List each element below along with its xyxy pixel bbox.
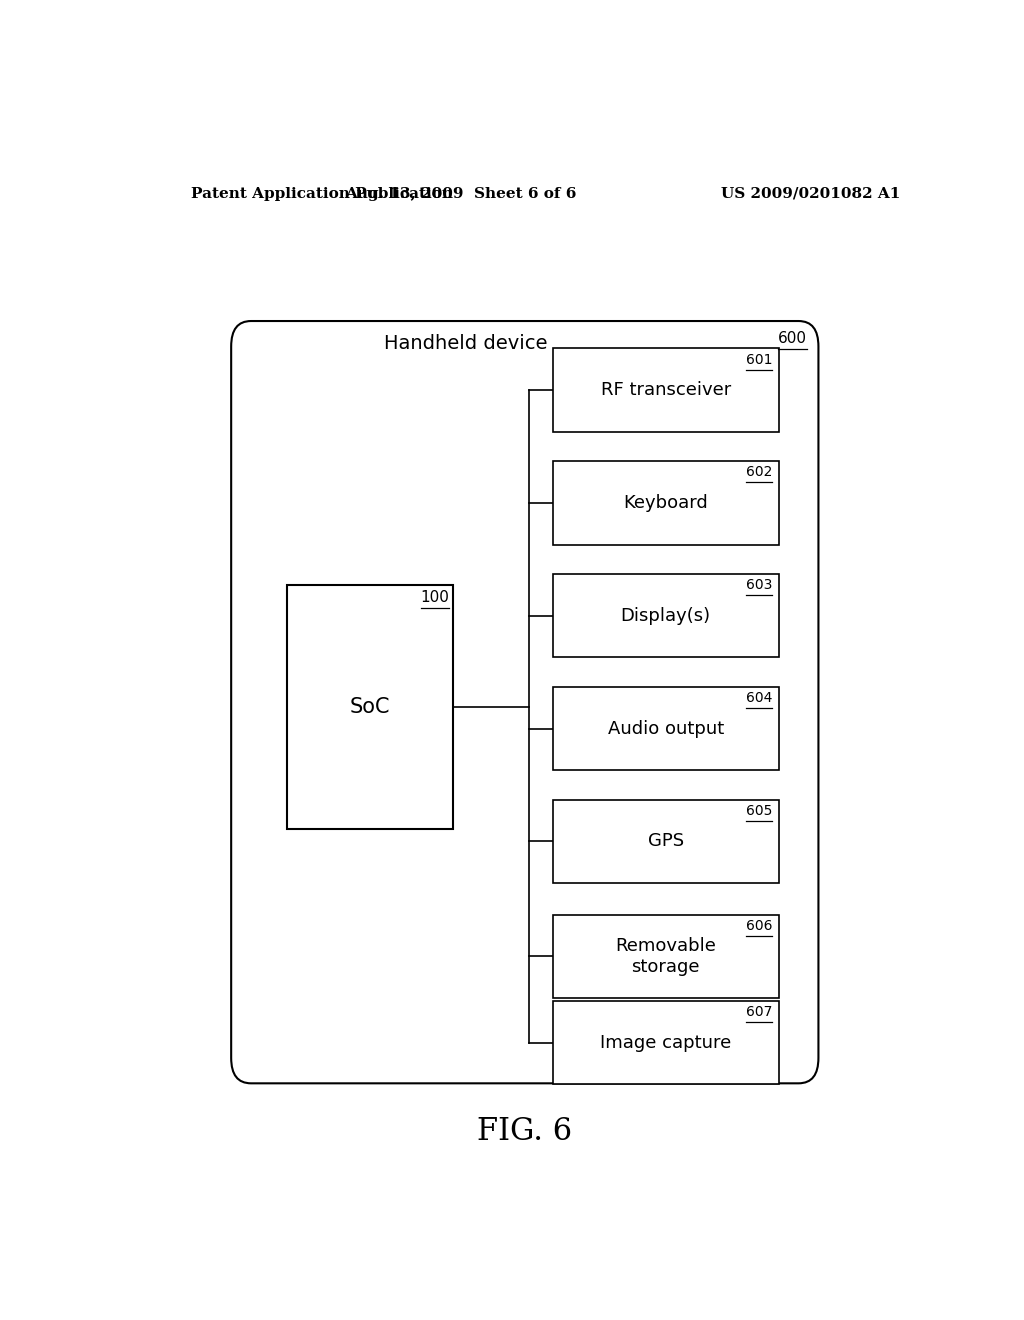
Text: Handheld device: Handheld device	[384, 334, 548, 354]
Bar	[553, 686, 779, 771]
Text: US 2009/0201082 A1: US 2009/0201082 A1	[721, 187, 900, 201]
Text: 600: 600	[777, 331, 807, 346]
Text: Removable
storage: Removable storage	[615, 937, 716, 975]
Bar	[287, 585, 454, 829]
Text: Audio output: Audio output	[607, 719, 724, 738]
Text: Display(s): Display(s)	[621, 607, 711, 624]
Text: RF transceiver: RF transceiver	[600, 381, 731, 399]
Text: SoC: SoC	[350, 697, 390, 717]
Text: 607: 607	[746, 1005, 772, 1019]
FancyBboxPatch shape	[231, 321, 818, 1084]
Bar	[553, 1001, 779, 1084]
Bar	[553, 800, 779, 883]
Text: 605: 605	[746, 804, 772, 818]
Bar	[553, 915, 779, 998]
Text: 100: 100	[421, 590, 450, 606]
Text: 604: 604	[746, 690, 772, 705]
Bar	[553, 574, 779, 657]
Bar	[553, 461, 779, 545]
Text: Aug. 13, 2009  Sheet 6 of 6: Aug. 13, 2009 Sheet 6 of 6	[346, 187, 577, 201]
Text: 606: 606	[745, 919, 772, 933]
Text: Image capture: Image capture	[600, 1034, 731, 1052]
Bar	[553, 348, 779, 432]
Text: Patent Application Publication: Patent Application Publication	[191, 187, 454, 201]
Text: 603: 603	[746, 578, 772, 593]
Text: 601: 601	[745, 352, 772, 367]
Text: FIG. 6: FIG. 6	[477, 1115, 572, 1147]
Text: Keyboard: Keyboard	[624, 494, 708, 512]
Text: GPS: GPS	[647, 833, 684, 850]
Text: 602: 602	[746, 466, 772, 479]
